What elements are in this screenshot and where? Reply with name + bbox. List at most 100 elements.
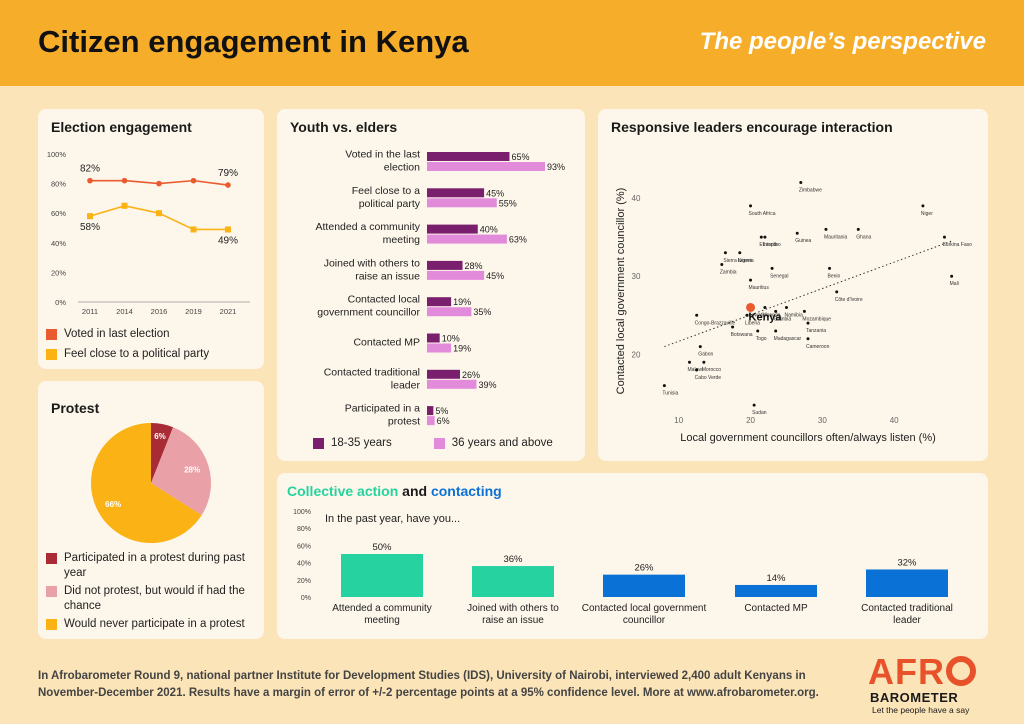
collective-title: Collective action and contacting xyxy=(287,483,502,499)
election-title: Election engagement xyxy=(51,119,192,135)
protest-title: Protest xyxy=(51,400,100,416)
collective-chart: 0% 20% 40% 60% 80% 100% In the past year, have… xyxy=(293,509,953,626)
data-point xyxy=(87,177,93,184)
y-tick-label: 0% xyxy=(55,298,66,307)
category-label: raise an issue xyxy=(482,615,544,626)
category-label: Contacted local government xyxy=(582,603,707,614)
data-point xyxy=(738,251,742,255)
point-label: Eswatini xyxy=(749,312,768,318)
bar-value: 63% xyxy=(509,235,527,245)
bar-value: 32% xyxy=(897,557,917,568)
responsive-panel: Responsive leaders encourage interaction… xyxy=(598,109,988,461)
data-point xyxy=(763,305,767,309)
data-point xyxy=(698,345,702,349)
pie-slice xyxy=(151,427,211,516)
point-label: Namibia xyxy=(784,312,803,318)
scatter-chart: 10 20 30 40 20 30 40 Local government councillo… xyxy=(615,180,972,444)
bar-value: 26% xyxy=(634,563,654,574)
point-label: Gambia xyxy=(774,316,792,322)
point-label: Uganda xyxy=(763,312,781,318)
y-tick-label: 60% xyxy=(51,209,66,218)
data-point xyxy=(835,290,839,294)
y-tick-label: 100% xyxy=(293,509,311,516)
point-label: Guinea xyxy=(795,238,811,244)
point-label: Senegal xyxy=(770,273,788,279)
data-point xyxy=(802,309,806,313)
collective-panel: Collective action and contacting 0% 20% 40… xyxy=(277,473,988,639)
point-label: Zimbabwe xyxy=(799,187,822,193)
point-label: Morocco xyxy=(702,367,721,373)
category-label: Participated in a xyxy=(345,403,420,415)
point-label: Mauritania xyxy=(824,234,848,240)
bar-value: 10% xyxy=(442,334,460,344)
data-point xyxy=(942,235,946,239)
bar-value: 36% xyxy=(503,554,523,565)
category-label: Feel close to a xyxy=(352,185,420,197)
point-label: Ghana xyxy=(856,234,871,240)
bar-elders xyxy=(427,343,452,353)
y-tick-label: 80% xyxy=(51,180,66,189)
point-label: South Africa xyxy=(749,211,776,217)
data-point xyxy=(723,251,727,255)
bar xyxy=(603,574,685,597)
legend-item-party: Feel close to a political party xyxy=(46,347,256,362)
data-label: 79% xyxy=(218,168,238,179)
data-point xyxy=(752,403,756,407)
y-tick-label: 40% xyxy=(51,239,66,248)
data-point xyxy=(121,202,128,209)
data-point xyxy=(774,309,778,313)
election-chart: 0% 20% 40% 60% 80% 100% 2011 2014 2016 2019 2021 82… xyxy=(47,150,250,316)
party-line xyxy=(89,204,228,231)
legend-item-would: Did not protest, but would if had the ch… xyxy=(46,584,261,614)
kenya-point xyxy=(746,302,756,312)
bar-value: 65% xyxy=(511,152,529,162)
slice-label: 28% xyxy=(184,466,200,475)
bar-youth xyxy=(427,333,440,343)
point-label: Côte d'Ivoire xyxy=(835,297,863,303)
data-point xyxy=(950,274,954,278)
category-label: Voted in the last xyxy=(345,149,420,161)
election-panel: Election engagement 0% 20% 40% 60% 80% 100% 20… xyxy=(38,109,264,369)
bar-elders xyxy=(427,307,472,317)
y-axis-label: Contacted local government councillor (%… xyxy=(615,188,627,395)
x-tick-label: 40 xyxy=(890,416,899,425)
afrobarometer-logo: AFR BAROMETER Let the people have a say xyxy=(868,654,988,718)
youth-legend: 18-35 years 36 years and above xyxy=(313,436,583,456)
pie-slice xyxy=(91,423,202,543)
bar-youth xyxy=(427,152,510,161)
legend-swatch xyxy=(46,349,57,360)
bar xyxy=(472,566,554,597)
data-point xyxy=(749,204,753,208)
legend-item-participated: Participated in a protest during past ye… xyxy=(46,551,261,581)
bar-value: 39% xyxy=(478,380,496,390)
legend-item-voted: Voted in last election xyxy=(46,327,256,342)
data-point xyxy=(763,235,767,239)
data-point xyxy=(756,329,760,333)
bar-youth xyxy=(427,224,478,234)
bar-value: 35% xyxy=(473,307,491,317)
x-tick-label: 30 xyxy=(818,416,827,425)
point-label: Burkina Faso xyxy=(942,242,972,248)
bar-value: 55% xyxy=(499,198,517,208)
data-point xyxy=(225,182,231,188)
data-point xyxy=(806,337,810,341)
category-label: meeting xyxy=(383,234,421,246)
slice-label: 66% xyxy=(105,500,121,509)
bar-value: 45% xyxy=(486,188,504,198)
youth-title: Youth vs. elders xyxy=(290,119,398,135)
bar xyxy=(735,584,817,597)
point-label: Sierra Leone xyxy=(723,258,752,264)
point-label: Congo-Brazzaville xyxy=(695,320,736,326)
data-point xyxy=(770,266,774,270)
bar-value: 93% xyxy=(547,162,565,172)
data-point xyxy=(688,360,691,364)
point-label: Zambia xyxy=(720,270,737,276)
bar-youth xyxy=(427,369,460,379)
slice-label: 6% xyxy=(154,432,166,441)
bar-value: 5% xyxy=(435,406,448,416)
youth-panel: Youth vs. elders Voted in the last electi… xyxy=(277,109,585,461)
data-point xyxy=(759,235,763,239)
kenya-label: Kenya xyxy=(749,311,783,323)
bar-elders xyxy=(427,416,435,426)
